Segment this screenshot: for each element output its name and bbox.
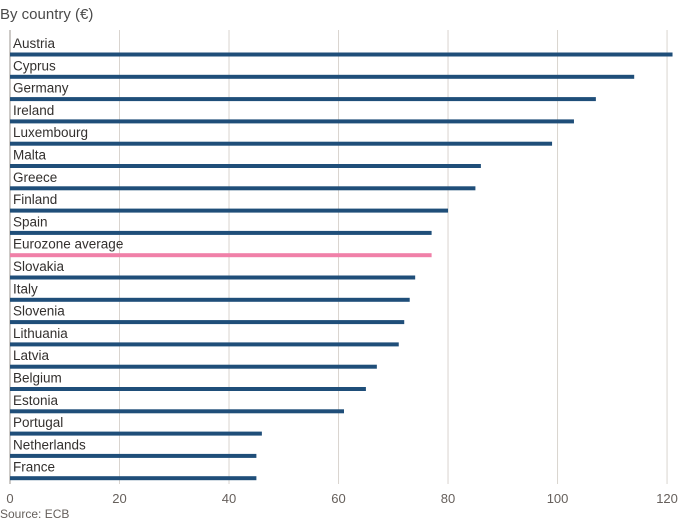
- category-label: Spain: [13, 214, 48, 229]
- bar: [10, 297, 410, 302]
- x-axis-ticks: 0 20 40 60 80 100 120: [6, 491, 678, 506]
- bar: [10, 119, 574, 124]
- bar: [10, 476, 257, 481]
- category-label: Estonia: [13, 393, 59, 408]
- chart-subtitle: By country (€): [0, 6, 94, 23]
- category-label: France: [13, 460, 55, 475]
- bar: [10, 186, 476, 191]
- bar: [10, 431, 262, 436]
- bar: [10, 275, 416, 280]
- x-tick-label: 60: [331, 491, 345, 506]
- x-tick-label: 120: [656, 491, 678, 506]
- bar: [10, 453, 257, 458]
- category-label: Portugal: [13, 415, 63, 430]
- category-label: Ireland: [13, 103, 54, 118]
- category-label: Netherlands: [13, 437, 86, 452]
- bar: [10, 230, 432, 235]
- bar: [10, 208, 449, 213]
- x-tick-label: 40: [222, 491, 236, 506]
- bar: [10, 387, 366, 391]
- category-label: Slovakia: [13, 259, 65, 274]
- chart-source: Source: ECB: [0, 507, 70, 521]
- category-labels: Austria Cyprus Germany Ireland Luxembourg Mal…: [13, 36, 123, 475]
- bar: [10, 74, 635, 79]
- bar: [10, 97, 596, 102]
- category-label: Cyprus: [13, 58, 56, 73]
- bar: [10, 342, 399, 347]
- category-label: Slovenia: [13, 304, 65, 319]
- bar: [10, 164, 481, 168]
- x-tick-label: 80: [441, 491, 455, 506]
- category-label: Finland: [13, 192, 57, 207]
- category-label: Italy: [13, 281, 38, 296]
- x-tick-label: 20: [112, 491, 126, 506]
- category-label: Latvia: [13, 348, 50, 363]
- category-label: Austria: [13, 36, 56, 51]
- category-label: Luxembourg: [13, 125, 88, 140]
- bar: [10, 364, 377, 369]
- bar-highlight: [10, 253, 432, 258]
- category-label: Malta: [13, 148, 47, 163]
- x-tick-label: 0: [6, 491, 13, 506]
- category-label: Eurozone average: [13, 237, 123, 252]
- category-label: Greece: [13, 170, 57, 185]
- category-label: Germany: [13, 81, 69, 96]
- bar: [10, 320, 405, 325]
- bar: [10, 141, 553, 146]
- bar: [10, 52, 673, 57]
- category-label: Lithuania: [13, 326, 68, 341]
- category-label: Belgium: [13, 371, 62, 386]
- x-tick-label: 100: [547, 491, 569, 506]
- bar: [10, 409, 344, 414]
- bars: [10, 52, 673, 481]
